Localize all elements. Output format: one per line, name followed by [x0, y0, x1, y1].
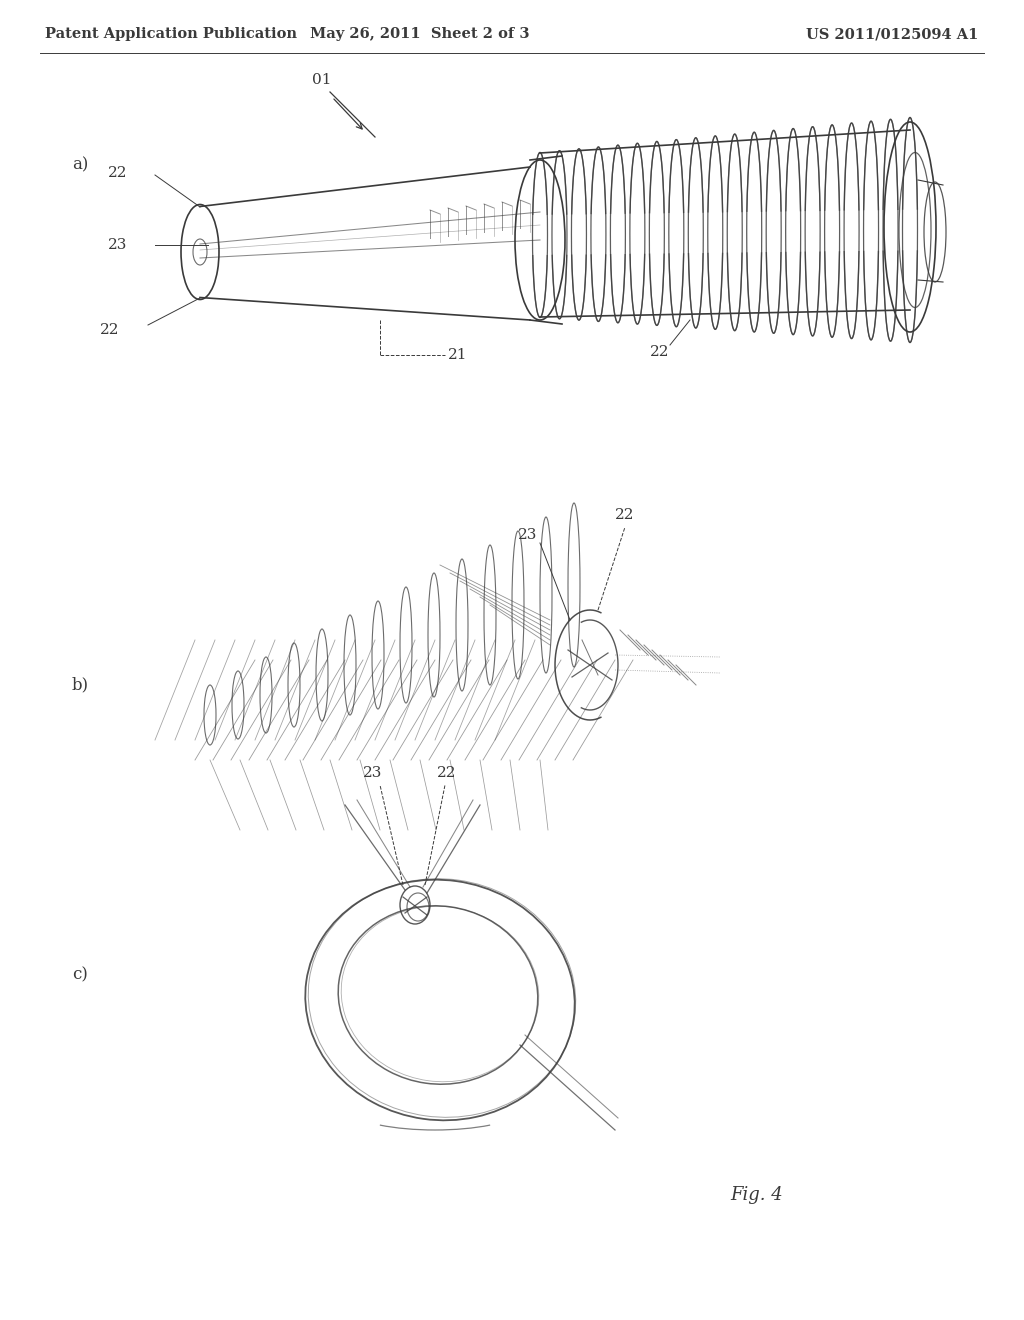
- Text: 22: 22: [650, 345, 670, 359]
- Text: 22: 22: [100, 323, 120, 337]
- Text: 23: 23: [108, 238, 127, 252]
- Text: 23: 23: [518, 528, 538, 543]
- Text: Fig. 4: Fig. 4: [730, 1185, 782, 1204]
- Text: 22: 22: [437, 766, 457, 780]
- Text: US 2011/0125094 A1: US 2011/0125094 A1: [806, 26, 978, 41]
- Text: 23: 23: [362, 766, 382, 780]
- Text: 21: 21: [449, 348, 468, 362]
- Text: c): c): [72, 966, 88, 983]
- Text: Patent Application Publication: Patent Application Publication: [45, 26, 297, 41]
- Text: May 26, 2011  Sheet 2 of 3: May 26, 2011 Sheet 2 of 3: [310, 26, 529, 41]
- Text: 01: 01: [312, 73, 332, 87]
- Text: a): a): [72, 157, 88, 173]
- Text: 22: 22: [615, 508, 635, 521]
- Text: b): b): [72, 676, 89, 693]
- Text: 22: 22: [108, 166, 128, 180]
